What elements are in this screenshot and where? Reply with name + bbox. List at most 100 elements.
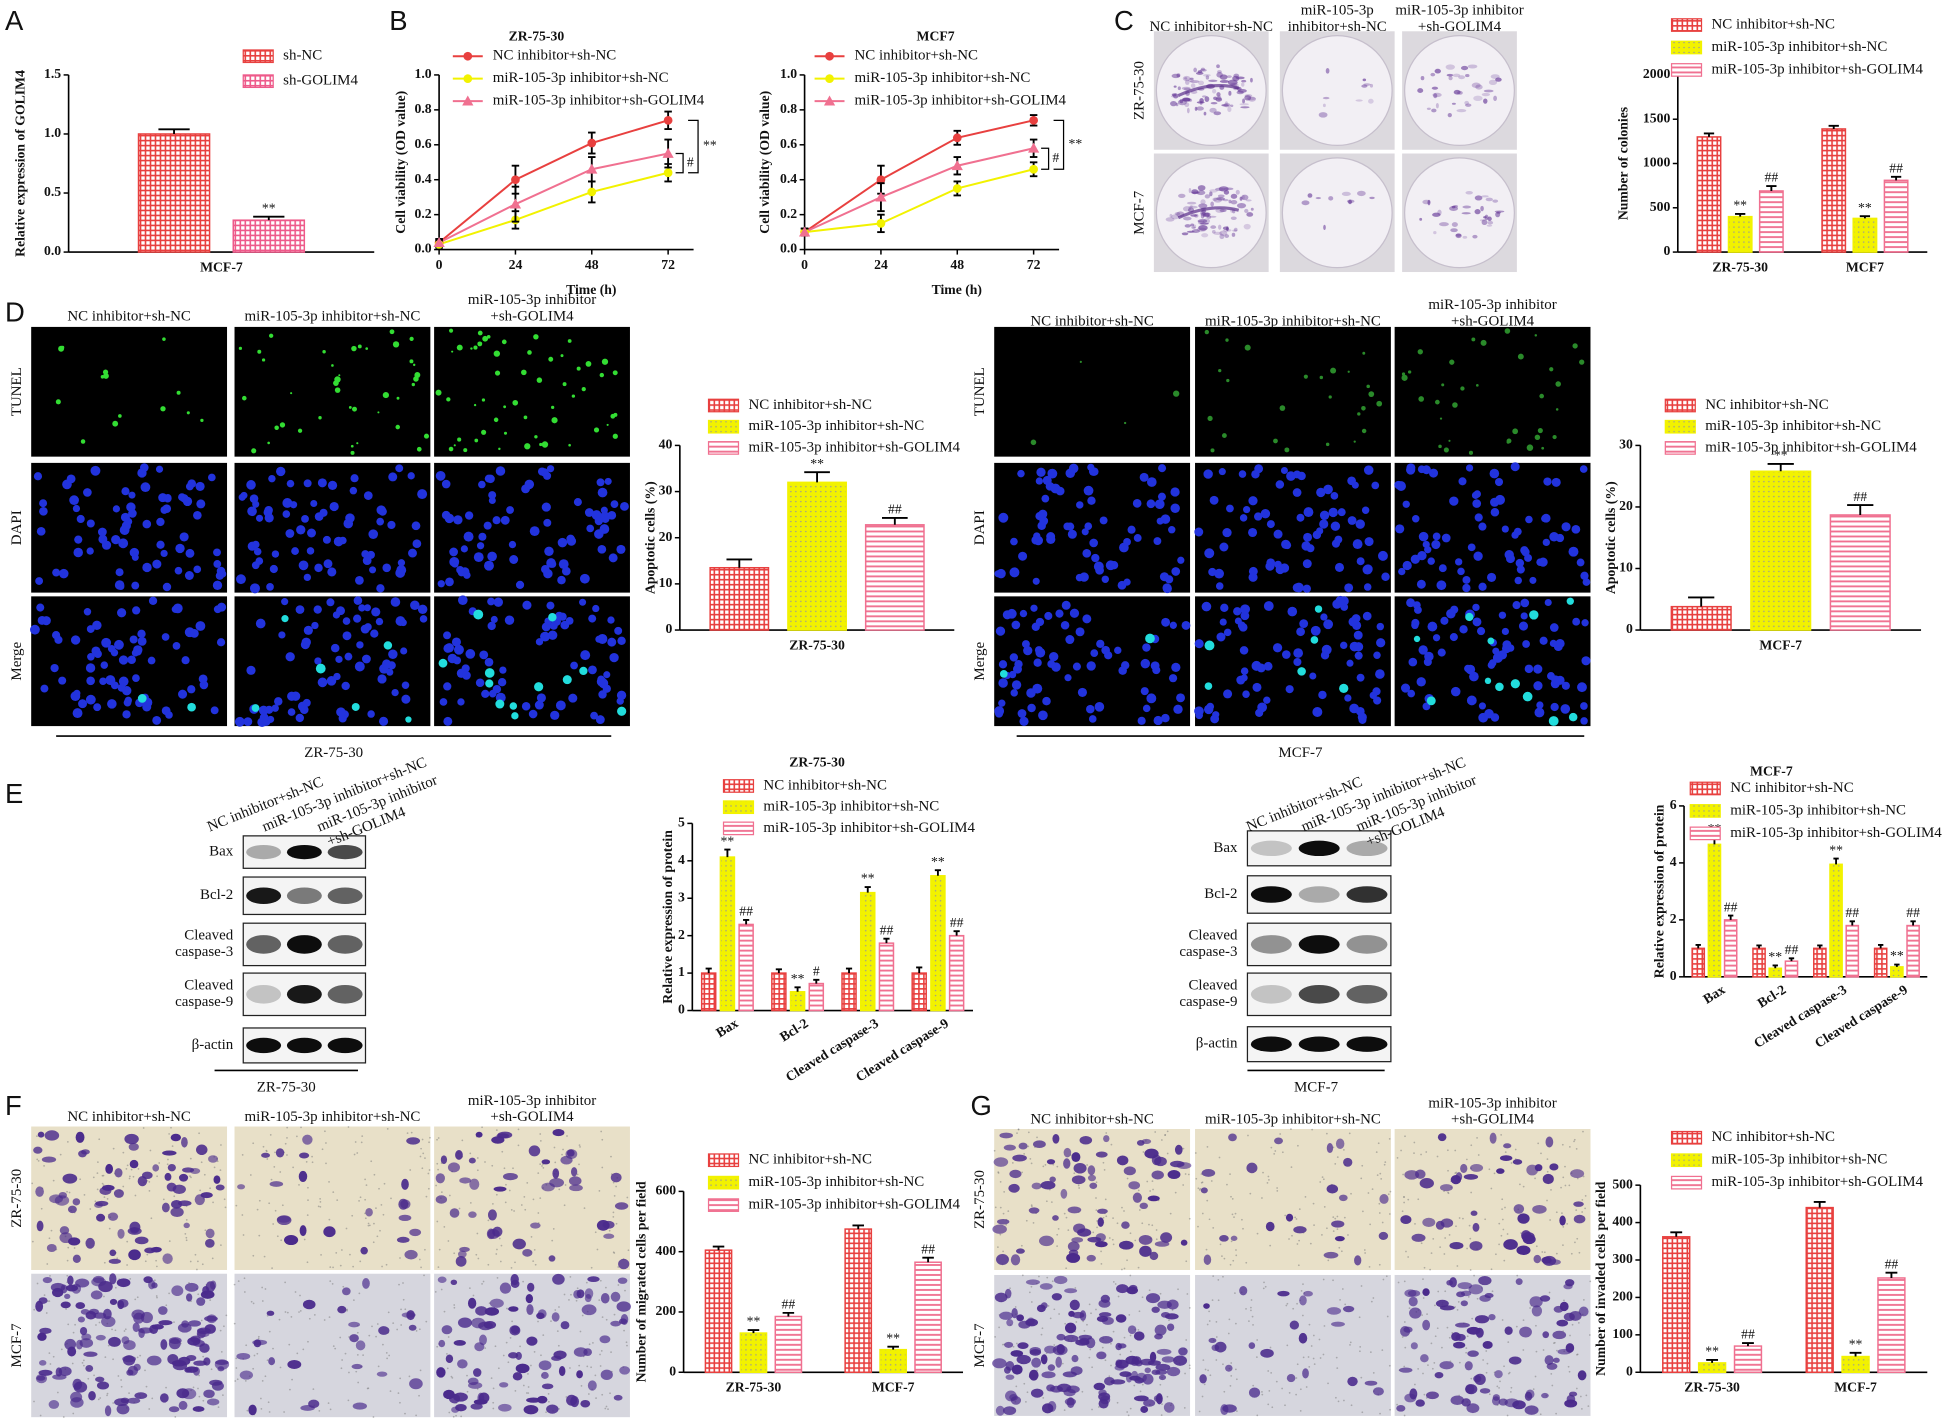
cell <box>345 653 353 661</box>
pore <box>345 1353 347 1355</box>
pore <box>1574 1242 1576 1244</box>
pore <box>387 1128 389 1130</box>
cell <box>1100 516 1108 524</box>
cell <box>1307 544 1315 552</box>
pore <box>564 1294 566 1296</box>
cell <box>1412 515 1420 523</box>
cell <box>499 1382 508 1387</box>
pore <box>1423 1297 1425 1299</box>
pore <box>1073 1172 1075 1174</box>
pore <box>1533 1388 1535 1390</box>
column-header: +sh-GOLIM4 <box>1451 1112 1535 1128</box>
pore <box>994 1336 996 1338</box>
pore <box>448 1336 450 1338</box>
cell <box>1055 610 1063 618</box>
cell <box>412 383 415 386</box>
pore <box>1540 1152 1542 1154</box>
blot-band <box>1299 935 1340 954</box>
pore <box>495 1253 497 1255</box>
pore <box>1129 1275 1131 1277</box>
cell <box>268 1357 275 1365</box>
legend-swatch <box>1690 827 1720 839</box>
pore <box>599 1354 601 1356</box>
blot-band <box>1299 841 1340 856</box>
pore <box>1245 1308 1247 1310</box>
pore <box>220 1244 222 1246</box>
caption: ZR-75-30 <box>304 745 363 761</box>
cell <box>252 541 260 549</box>
cell <box>994 706 1004 716</box>
pore <box>298 1311 300 1313</box>
legend-label: miR-105-3p inhibitor+sh-NC <box>1730 802 1906 818</box>
cell <box>143 1276 152 1283</box>
cell <box>1403 561 1412 570</box>
pore <box>267 1359 269 1361</box>
cell <box>265 513 274 522</box>
pore <box>133 1176 135 1178</box>
cell <box>600 373 604 377</box>
pore <box>1075 1321 1077 1323</box>
y-axis-label: Cell viability (OD value) <box>393 91 409 234</box>
pore <box>1334 1163 1336 1165</box>
cell <box>458 595 468 605</box>
bar <box>842 973 856 1010</box>
pore <box>1323 1354 1325 1356</box>
colony <box>1232 233 1236 237</box>
cell <box>1039 1236 1054 1246</box>
pore <box>1279 1133 1281 1135</box>
colony <box>1483 98 1487 103</box>
cell <box>551 417 557 423</box>
pore <box>69 1192 71 1194</box>
cell <box>387 521 395 529</box>
colony <box>1224 188 1234 191</box>
pore <box>122 1152 124 1154</box>
cell <box>451 351 453 353</box>
cell <box>1280 405 1286 411</box>
cell <box>171 1285 183 1296</box>
pore <box>1554 1342 1556 1344</box>
cell <box>1061 621 1070 630</box>
bar <box>1891 967 1903 977</box>
dish <box>1156 36 1266 146</box>
pore <box>1273 1153 1275 1155</box>
cell <box>377 411 379 413</box>
cell <box>413 539 422 548</box>
cell <box>455 1404 467 1411</box>
pore <box>264 1256 266 1258</box>
cell <box>1080 361 1082 363</box>
pore <box>436 1221 438 1223</box>
cell <box>1480 1388 1490 1393</box>
cell <box>1479 1295 1491 1302</box>
pore <box>1142 1384 1144 1386</box>
cell <box>336 707 345 716</box>
cell <box>1481 340 1487 346</box>
significance-label: ## <box>1764 170 1778 185</box>
colony <box>1228 91 1231 96</box>
x-tick-label: MCF-7 <box>1759 637 1802 652</box>
colony <box>1319 112 1328 118</box>
pore <box>1056 1245 1058 1247</box>
cell <box>203 1390 214 1398</box>
cell <box>1175 1145 1183 1155</box>
cell <box>63 1174 78 1184</box>
cell <box>1281 467 1288 474</box>
colony <box>1187 231 1195 233</box>
pore <box>1372 1188 1374 1190</box>
pore <box>1027 1391 1029 1393</box>
cell <box>1525 665 1534 674</box>
pore <box>1564 1166 1566 1168</box>
pore <box>1187 1293 1189 1295</box>
cell <box>585 508 594 517</box>
cell <box>1114 647 1121 654</box>
pore <box>1168 1319 1170 1321</box>
pore <box>466 1375 468 1377</box>
pore <box>329 1280 331 1282</box>
pore <box>358 1200 360 1202</box>
pore <box>1209 1374 1211 1376</box>
pore <box>1421 1314 1423 1316</box>
y-tick-label: 2 <box>678 927 685 942</box>
pore <box>307 1341 309 1343</box>
blot-row-label: caspase-9 <box>1179 994 1237 1010</box>
y-tick-label: 100 <box>1612 1326 1633 1341</box>
cell <box>1299 1295 1307 1305</box>
